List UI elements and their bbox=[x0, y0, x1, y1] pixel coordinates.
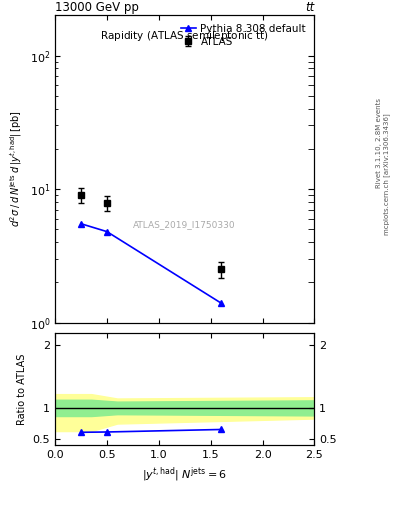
Text: Rivet 3.1.10, 2.8M events: Rivet 3.1.10, 2.8M events bbox=[376, 98, 382, 188]
Text: 13000 GeV pp: 13000 GeV pp bbox=[55, 1, 139, 14]
Pythia 8.308 default bbox=[219, 300, 223, 306]
Line: Pythia 8.308 default: Pythia 8.308 default bbox=[77, 220, 224, 307]
Pythia 8.308 default bbox=[79, 221, 83, 227]
X-axis label: $|y^{t,\rm had}|\;N^{\rm jets}=6$: $|y^{t,\rm had}|\;N^{\rm jets}=6$ bbox=[142, 466, 227, 484]
Y-axis label: $d^{2}\sigma\,/\,d\,N^{\rm jets}\,d\,|y^{t,\rm had}|\,[{\rm pb}]$: $d^{2}\sigma\,/\,d\,N^{\rm jets}\,d\,|y^… bbox=[8, 111, 24, 227]
Text: Rapidity (ATLAS semileptonic t$\bar{\rm t}$): Rapidity (ATLAS semileptonic t$\bar{\rm … bbox=[100, 28, 269, 44]
Y-axis label: Ratio to ATLAS: Ratio to ATLAS bbox=[17, 353, 27, 425]
Legend: Pythia 8.308 default, ATLAS: Pythia 8.308 default, ATLAS bbox=[178, 20, 309, 50]
Text: mcplots.cern.ch [arXiv:1306.3436]: mcplots.cern.ch [arXiv:1306.3436] bbox=[384, 113, 391, 235]
Pythia 8.308 default bbox=[105, 228, 109, 234]
Text: tt: tt bbox=[305, 1, 314, 14]
Text: ATLAS_2019_I1750330: ATLAS_2019_I1750330 bbox=[133, 220, 236, 229]
